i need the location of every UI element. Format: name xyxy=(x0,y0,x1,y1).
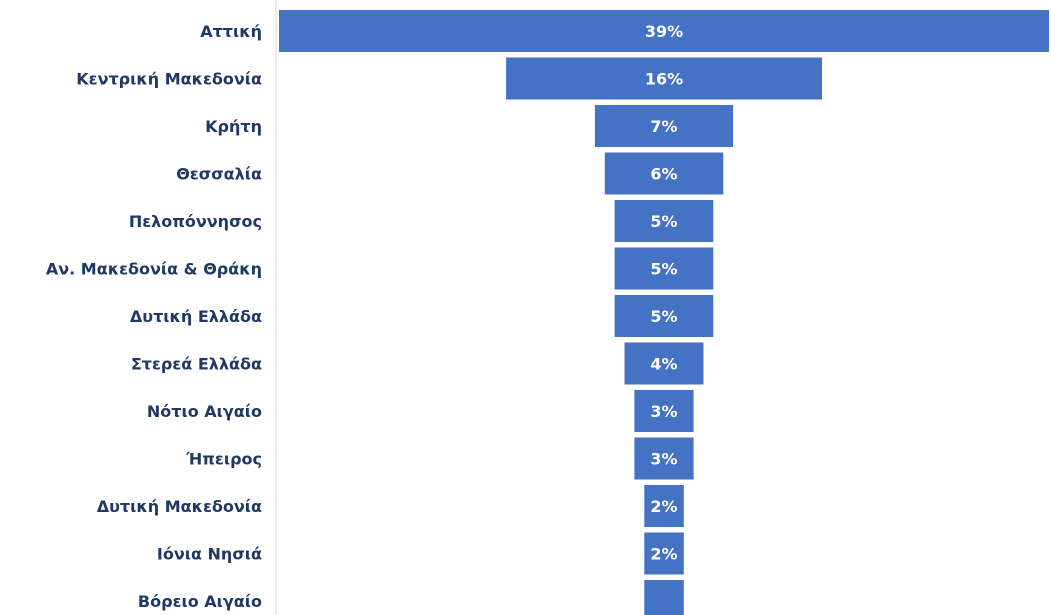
category-label: Νότιο Αιγαίο xyxy=(147,402,262,421)
data-label: 39% xyxy=(645,22,683,41)
data-label: 6% xyxy=(650,165,677,184)
funnel-bar xyxy=(634,390,694,432)
funnel-bar xyxy=(614,295,714,337)
data-label: 5% xyxy=(650,260,677,279)
funnel-bar xyxy=(279,10,1049,52)
data-label: 2% xyxy=(650,497,677,516)
funnel-bar xyxy=(634,437,694,480)
data-labels-layer: 39% 16% 7% 6% 5% 5% 5% 4% 3% 3% 2% 2% xyxy=(645,22,683,564)
data-label: 4% xyxy=(650,355,677,374)
category-label: Πελοπόννησος xyxy=(129,212,262,231)
category-label: Βόρειο Αιγαίο xyxy=(138,592,262,611)
data-label: 5% xyxy=(650,212,677,231)
category-label: Ιόνια Νησιά xyxy=(157,545,262,564)
funnel-bar xyxy=(644,485,684,527)
category-labels-layer: Αττική Κεντρική Μακεδονία Κρήτη Θεσσαλία Πελ… xyxy=(46,22,262,611)
category-label: Στερεά Ελλάδα xyxy=(131,355,262,374)
category-label: Αττική xyxy=(200,22,262,41)
funnel-bar xyxy=(614,247,714,290)
funnel-bar xyxy=(604,152,724,195)
data-label: 5% xyxy=(650,307,677,326)
category-label: Δυτική Μακεδονία xyxy=(97,497,262,516)
category-label: Δυτική Ελλάδα xyxy=(130,307,262,326)
funnel-bar xyxy=(594,105,734,147)
data-label: 16% xyxy=(645,70,683,89)
category-label: Αν. Μακεδονία & Θράκη xyxy=(46,260,262,279)
funnel-bar xyxy=(614,200,714,242)
category-label: Κεντρική Μακεδονία xyxy=(76,70,262,89)
funnel-bar xyxy=(506,57,822,100)
data-label: 7% xyxy=(650,117,677,136)
funnel-bar xyxy=(624,342,704,385)
funnel-bar xyxy=(644,580,684,615)
data-label: 3% xyxy=(650,402,677,421)
category-label: Ήπειρος xyxy=(185,450,262,469)
category-label: Κρήτη xyxy=(205,117,262,136)
data-label: 2% xyxy=(650,545,677,564)
funnel-bar xyxy=(644,532,684,575)
category-label: Θεσσαλία xyxy=(176,165,262,184)
data-label: 3% xyxy=(650,450,677,469)
bars-layer xyxy=(279,10,1049,615)
